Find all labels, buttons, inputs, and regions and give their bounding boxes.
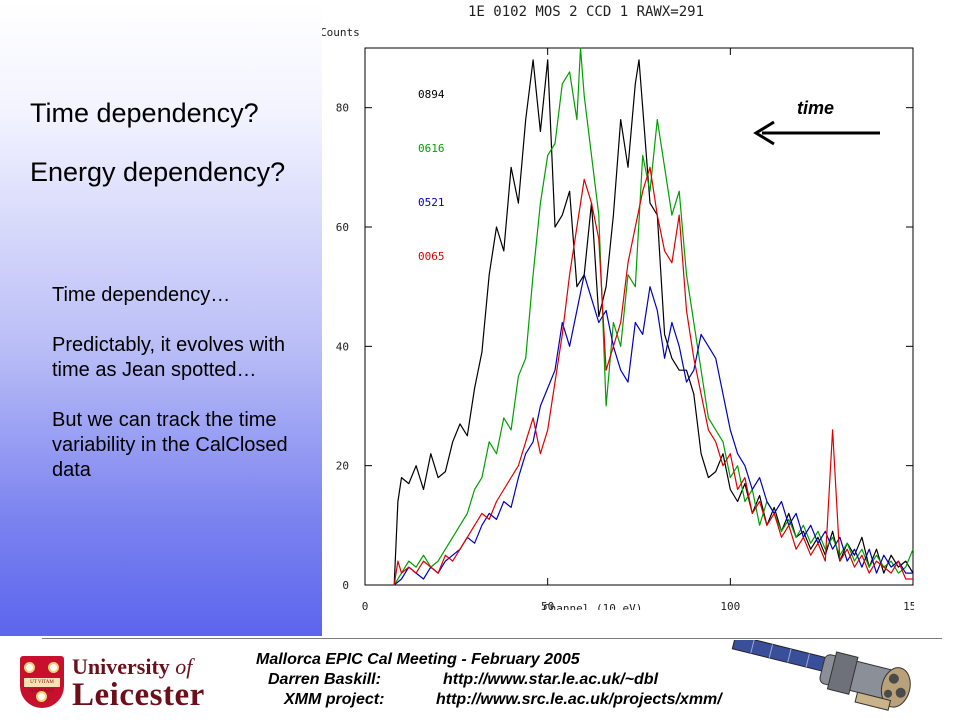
footer-author-row: Darren Baskill: http://www.star.le.ac.uk/… — [256, 670, 722, 690]
y-tick-label: 0 — [342, 579, 349, 592]
footer-author-label: Darren Baskill: — [268, 671, 381, 688]
y-tick-label: 80 — [336, 102, 349, 115]
x-tick-label: 50 — [541, 600, 554, 610]
footer-author-url[interactable]: http://www.star.le.ac.uk/~dbl — [443, 671, 659, 688]
xmm-satellite-icon — [731, 640, 911, 711]
y-tick-label: 40 — [336, 340, 349, 353]
y-axis-label: Counts — [322, 26, 360, 39]
top-strip — [0, 0, 322, 6]
legend-label-0521: 0521 — [418, 196, 445, 209]
university-logo: UT VITAM HABEANT University of Leicester — [14, 652, 254, 714]
series-line-0065 — [393, 166, 913, 586]
footer-text: Mallorca EPIC Cal Meeting - February 200… — [256, 650, 722, 710]
footer-meeting: Mallorca EPIC Cal Meeting - February 200… — [256, 651, 580, 668]
time-arrow: time — [753, 98, 880, 146]
legend-label-0616: 0616 — [418, 142, 445, 155]
legend: 0894 0616 0521 0065 — [418, 88, 445, 263]
note-evolves: Predictably, it evolves with time as Jea… — [52, 334, 286, 381]
x-tick-label: 100 — [720, 600, 740, 610]
logo-leicester-word: Leicester — [72, 677, 205, 713]
x-axis-label: Channel (10 eV) — [543, 602, 642, 610]
shield-rose-icon — [24, 662, 35, 673]
y-tick-label: 20 — [336, 460, 349, 473]
x-tick-label: 150 — [903, 600, 914, 610]
spectrum-chart: 1E 0102 MOS 2 CCD 1 RAWX=291 Counts Chan… — [320, 4, 923, 615]
footer-project-row: XMM project: http://www.src.le.ac.uk/proj… — [256, 690, 722, 710]
logo-of-word: of — [175, 654, 193, 679]
logo-university-line: University of — [72, 654, 192, 680]
logo-university-word: University — [72, 654, 170, 679]
axis-ticks: 0 50 100 150 0 20 40 60 80 — [336, 48, 923, 613]
notes-text: Time dependency… Predictably, it evolves… — [52, 283, 320, 483]
question-time-dependency: Time dependency? — [30, 98, 259, 128]
university-shield-icon: UT VITAM HABEANT — [20, 656, 64, 708]
plot-frame — [364, 47, 914, 586]
legend-label-0065: 0065 — [418, 250, 445, 263]
shield-rose-icon — [36, 691, 47, 702]
series-line-0894 — [393, 59, 914, 586]
y-tick-label: 60 — [336, 221, 349, 234]
footer-project-label: XMM project: — [284, 691, 385, 708]
left-gradient-panel — [0, 0, 322, 636]
series-line-0521 — [393, 274, 913, 586]
footer-project-url[interactable]: http://www.src.le.ac.uk/projects/xmm/ — [436, 691, 722, 708]
footer-divider — [42, 638, 942, 639]
note-time-dependency: Time dependency… — [52, 284, 231, 306]
chart-title: 1E 0102 MOS 2 CCD 1 RAWX=291 — [468, 4, 704, 20]
shield-rose-icon — [48, 662, 59, 673]
shield-motto-band: UT VITAM HABEANT — [24, 678, 60, 694]
question-energy-dependency: Energy dependency? — [30, 157, 286, 187]
time-arrow-head — [753, 120, 775, 146]
series-lines — [393, 47, 914, 586]
time-arrow-label: time — [797, 98, 834, 118]
chart-area: 1E 0102 MOS 2 CCD 1 RAWX=291 Counts Chan… — [320, 0, 923, 615]
x-tick-label: 0 — [362, 600, 369, 610]
series-line-0616 — [393, 47, 914, 586]
note-calclosed: But we can track the time variability in… — [52, 409, 288, 481]
legend-label-0894: 0894 — [418, 88, 445, 101]
